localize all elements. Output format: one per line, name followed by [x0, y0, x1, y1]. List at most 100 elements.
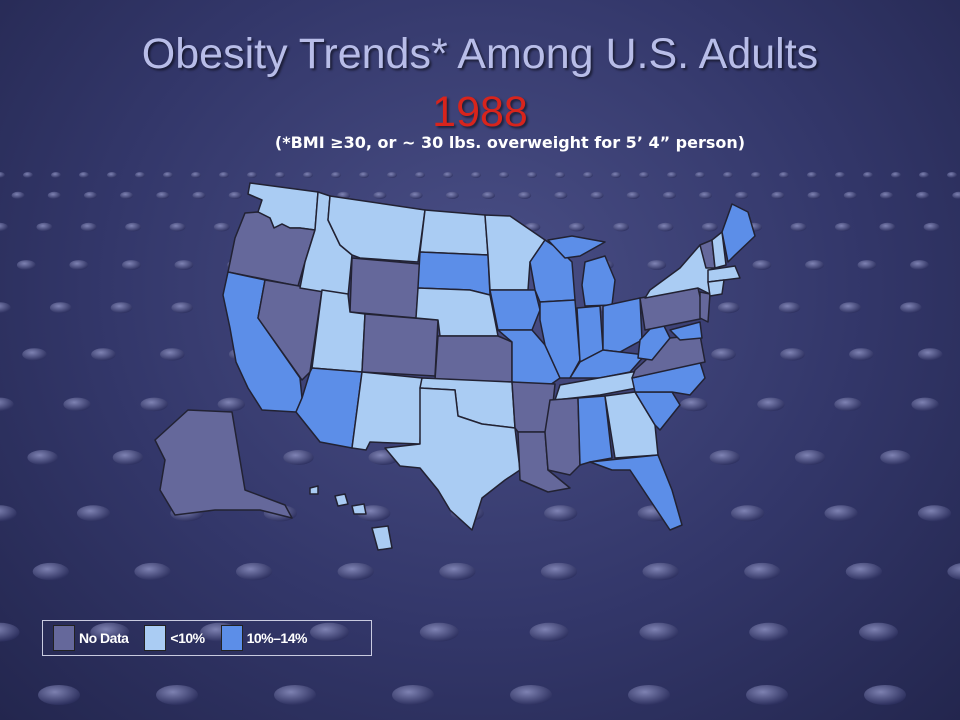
state-iowa	[489, 289, 541, 331]
background-dot	[568, 222, 585, 232]
state-ohio	[602, 297, 643, 353]
background-dot	[471, 172, 481, 178]
background-dot	[443, 172, 453, 178]
background-dot	[0, 172, 5, 178]
state-hawaii-oahu	[309, 485, 319, 495]
background-dot	[121, 260, 141, 270]
background-dot	[807, 172, 817, 178]
background-dot	[864, 685, 906, 705]
background-dot	[36, 222, 53, 232]
state-minnesota	[484, 214, 546, 291]
background-dot	[91, 348, 116, 361]
state-maryland	[669, 321, 703, 341]
background-dot	[69, 260, 89, 270]
background-dot	[824, 505, 858, 522]
background-dot	[680, 397, 708, 412]
background-dot	[544, 505, 578, 522]
state-wyoming	[349, 257, 421, 319]
background-dot	[275, 172, 285, 178]
background-dot	[639, 172, 649, 178]
background-dot	[835, 222, 851, 232]
background-dot	[76, 505, 111, 522]
legend-item-no-data: No Data	[53, 625, 129, 651]
background-dot	[657, 222, 674, 232]
background-dot	[611, 172, 621, 178]
state-alabama	[577, 395, 613, 466]
background-dot	[110, 302, 133, 314]
state-hawaii-big	[371, 525, 393, 551]
background-dot	[794, 450, 826, 465]
background-dot	[47, 191, 61, 199]
state-kansas	[434, 335, 513, 383]
background-dot	[918, 348, 943, 361]
background-dot	[22, 348, 47, 361]
background-dot	[923, 222, 940, 232]
state-new-hampshire	[711, 231, 727, 269]
background-dot	[192, 191, 206, 199]
background-dot	[228, 191, 242, 199]
background-dot	[839, 302, 861, 314]
state-new-mexico	[351, 371, 423, 451]
background-dot	[919, 172, 929, 178]
background-dot	[11, 191, 25, 199]
background-dot	[744, 562, 781, 581]
background-dot	[554, 191, 568, 199]
background-dot	[419, 622, 459, 642]
background-dot	[859, 622, 898, 642]
state-mississippi	[544, 397, 581, 476]
state-new-jersey	[699, 291, 711, 323]
background-dot	[555, 172, 565, 178]
background-dot	[217, 397, 245, 412]
background-dot	[63, 397, 91, 412]
legend-swatch-no-data	[53, 625, 75, 651]
state-north-dakota	[419, 209, 489, 256]
background-dot	[857, 260, 877, 270]
background-dot	[219, 172, 229, 178]
background-dot	[911, 397, 939, 412]
background-dot	[699, 191, 712, 199]
background-dot	[0, 397, 14, 412]
background-dot	[247, 172, 257, 178]
background-dot	[213, 222, 230, 232]
background-dot	[779, 172, 789, 178]
background-dot	[274, 685, 316, 705]
state-arizona	[295, 367, 363, 449]
background-dot	[834, 397, 862, 412]
background-dot	[917, 505, 952, 522]
background-dot	[32, 562, 69, 581]
background-dot	[845, 562, 883, 581]
background-dot	[835, 172, 845, 178]
background-dot	[891, 172, 901, 178]
background-dot	[38, 685, 80, 705]
background-dot	[169, 222, 186, 232]
background-dot	[717, 302, 740, 314]
background-dot	[482, 191, 495, 199]
background-dot	[626, 191, 640, 199]
background-dot	[140, 397, 168, 412]
background-dot	[387, 172, 397, 178]
background-dot	[84, 191, 97, 199]
background-dot	[771, 191, 785, 199]
background-dot	[0, 505, 17, 522]
background-dot	[191, 172, 201, 178]
background-dot	[135, 172, 145, 178]
background-dot	[583, 172, 593, 178]
state-hawaii-molokai	[351, 503, 367, 515]
legend-label-no-data: No Data	[79, 630, 129, 646]
background-dot	[23, 172, 33, 178]
background-dot	[527, 172, 537, 178]
background-dot	[90, 622, 130, 642]
background-dot	[647, 260, 667, 270]
background-dot	[409, 191, 423, 199]
state-florida	[589, 454, 683, 531]
background-dot	[160, 348, 185, 361]
background-dot	[163, 172, 173, 178]
background-dot	[283, 450, 314, 465]
background-dot	[723, 172, 733, 178]
background-dot	[947, 172, 957, 178]
background-dot	[529, 622, 569, 642]
background-dot	[746, 685, 788, 705]
year-label: 1988	[432, 88, 528, 136]
background-dot	[499, 172, 509, 178]
